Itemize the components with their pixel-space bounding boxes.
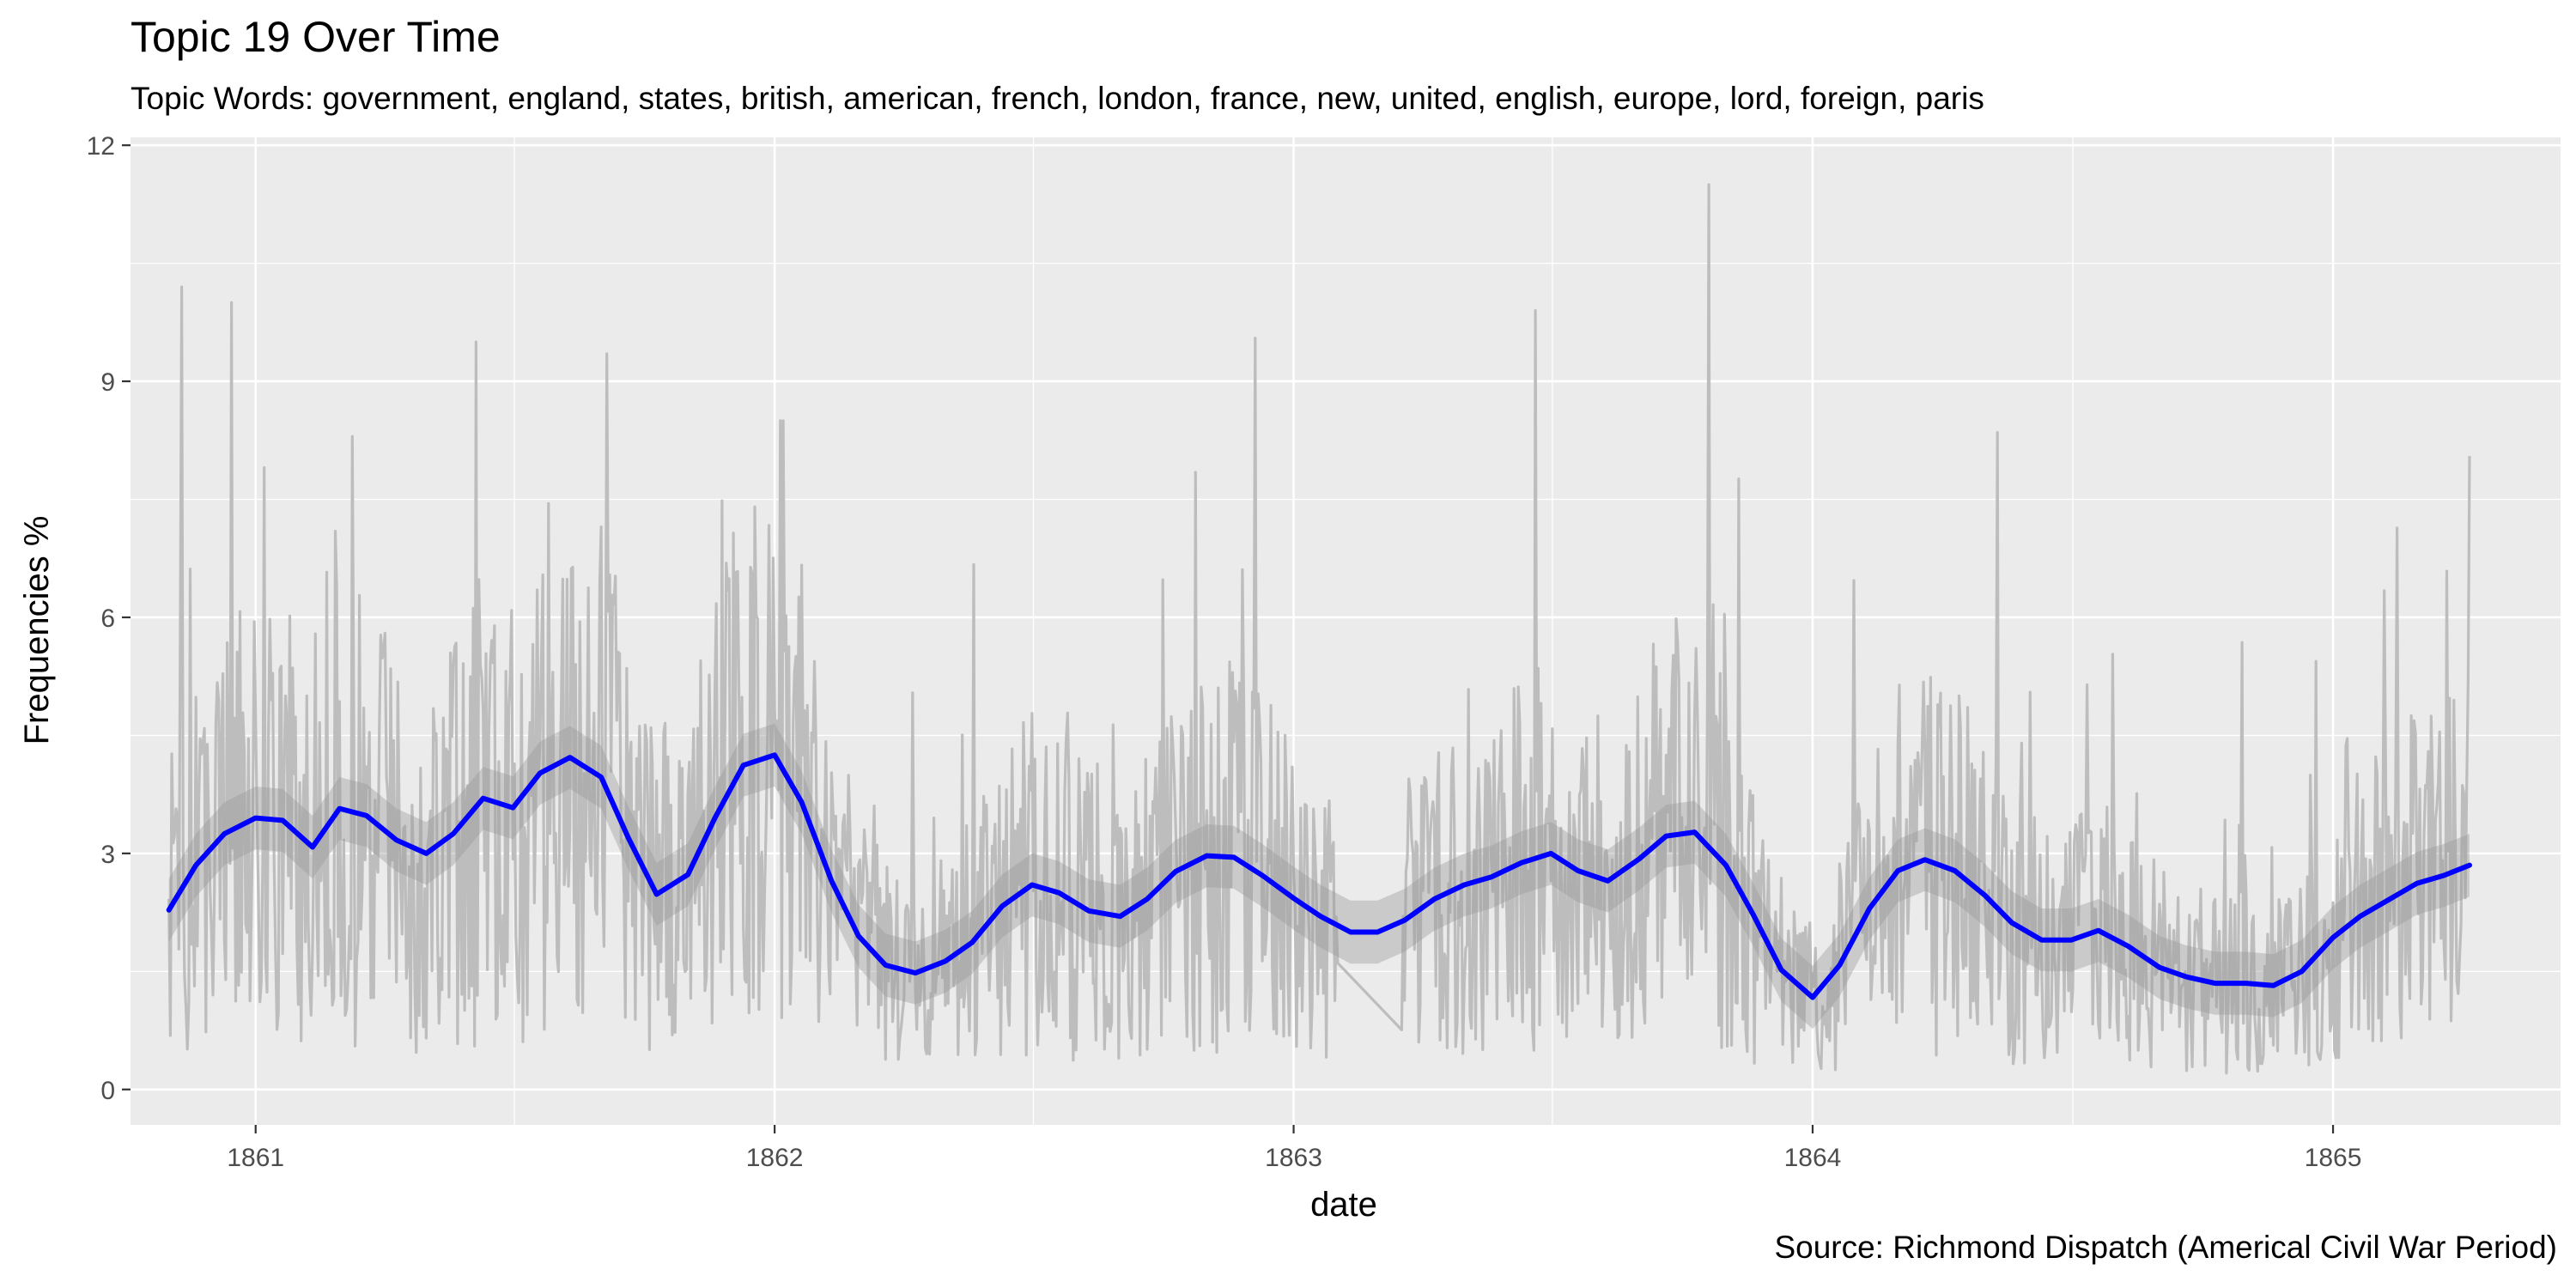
y-tick-label: 9 xyxy=(100,368,115,397)
chart-subtitle: Topic Words: government, england, states… xyxy=(131,81,1984,116)
y-tick-label: 6 xyxy=(100,605,115,633)
y-axis-title: Frequencies % xyxy=(18,516,56,745)
x-tick-label: 1865 xyxy=(2305,1144,2362,1172)
y-axis: 0 3 6 9 12 xyxy=(87,132,131,1105)
x-tick-label: 1861 xyxy=(227,1144,284,1172)
x-tick-label: 1863 xyxy=(1265,1144,1322,1172)
confidence-band xyxy=(168,723,2470,1030)
smoothed-trend-line xyxy=(166,752,2472,1000)
smoothed-trend-series xyxy=(166,752,2472,1000)
x-axis-title: date xyxy=(1310,1186,1377,1224)
raw-frequency-series xyxy=(167,183,2471,1075)
y-tick-label: 3 xyxy=(100,841,115,869)
chart-title: Topic 19 Over Time xyxy=(131,13,501,61)
y-tick-label: 0 xyxy=(100,1077,115,1105)
source-caption: Source: Richmond Dispatch (Americal Civi… xyxy=(1774,1230,2557,1265)
x-tick-label: 1864 xyxy=(1784,1144,1842,1172)
x-tick-label: 1862 xyxy=(746,1144,804,1172)
raw-frequency-line xyxy=(167,183,2471,1075)
y-tick-label: 12 xyxy=(87,132,115,161)
x-axis: 1861 1862 1863 1864 1865 xyxy=(227,1125,2361,1172)
confidence-band-area xyxy=(168,723,2470,1030)
